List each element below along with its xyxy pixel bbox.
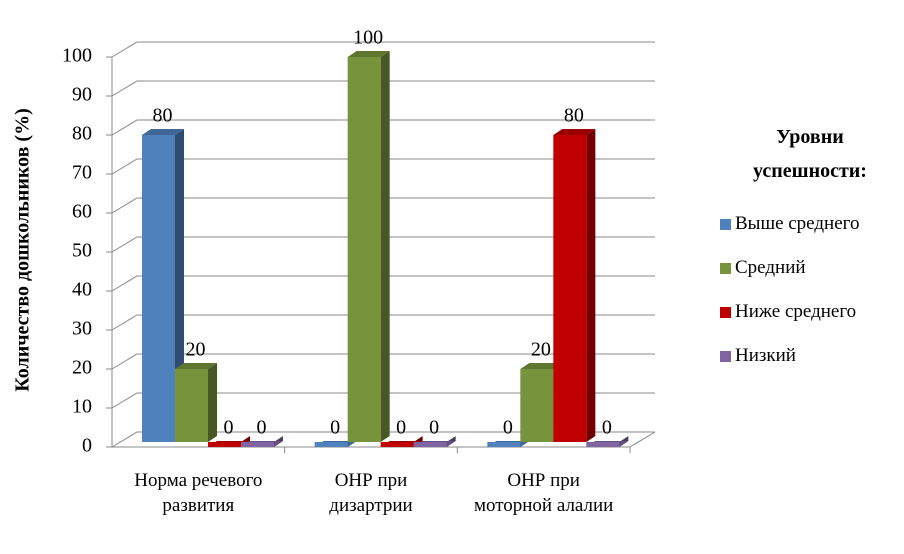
y-tick-label: 80 (72, 123, 92, 145)
legend-item: Низкий (720, 345, 796, 367)
data-label: 0 (503, 417, 513, 439)
bar (142, 135, 175, 442)
bar (241, 442, 274, 447)
grid-line (111, 353, 655, 370)
bar-top (175, 363, 217, 369)
y-tick-label: 50 (72, 240, 92, 262)
data-label: 0 (429, 417, 439, 439)
axis-line (629, 431, 656, 448)
bar (380, 442, 414, 447)
x-tick-label: Норма речевого развития (134, 470, 263, 516)
y-tick-label: 10 (72, 396, 92, 418)
data-label: 0 (257, 417, 267, 439)
data-label: 0 (602, 417, 612, 439)
x-tick-label: ОНР при моторной алалии (473, 470, 614, 516)
grid-line (111, 197, 655, 214)
legend-swatch (720, 350, 731, 362)
data-label: 0 (330, 417, 340, 439)
legend-item: Ниже среднего (720, 301, 856, 323)
data-label: 0 (224, 417, 234, 439)
bar-top (520, 363, 563, 369)
bar-side (586, 129, 596, 442)
bar (175, 369, 208, 442)
bar (520, 369, 554, 442)
grid-line (111, 392, 655, 409)
legend-title: Уровни успешности: (753, 126, 867, 182)
bar (487, 442, 521, 447)
legend-swatch (720, 218, 731, 230)
legend-swatch (720, 306, 731, 318)
y-tick-label: 0 (82, 435, 92, 457)
bar (347, 57, 381, 442)
y-tick-label: 90 (72, 84, 92, 106)
legend-label: Выше среднего (735, 213, 860, 234)
y-tick-label: 20 (72, 357, 92, 379)
y-tick-label: 60 (72, 201, 92, 223)
grid-line (111, 119, 655, 136)
legend-item: Выше среднего (720, 213, 859, 235)
data-label: 20 (186, 339, 206, 361)
y-tick-label: 30 (72, 318, 92, 340)
bar-side (208, 363, 217, 442)
x-tick-label: ОНР при дизартрии (329, 470, 413, 516)
legend-label: Средний (735, 257, 806, 278)
legend-swatch (720, 262, 731, 274)
legend-label: Ниже среднего (735, 301, 857, 322)
bar (586, 442, 620, 447)
bar-top (142, 129, 184, 135)
data-label: 20 (531, 339, 551, 361)
grid-line (111, 80, 655, 97)
bar-side (175, 129, 184, 442)
data-label: 80 (564, 105, 584, 127)
bar (208, 442, 241, 447)
grid-line (111, 314, 655, 331)
legend-label: Низкий (735, 345, 796, 366)
bar (413, 442, 447, 447)
grid-line (111, 431, 655, 448)
bar (553, 135, 587, 442)
legend-item: Средний (720, 257, 806, 279)
y-axis-label: Количество дошкольников (%) (12, 108, 34, 391)
y-tick-label: 70 (72, 162, 92, 184)
bar (314, 442, 348, 447)
data-label: 80 (153, 105, 173, 127)
data-label: 0 (396, 417, 406, 439)
data-label: 100 (353, 27, 383, 49)
grid-line (111, 41, 655, 58)
grid-line (111, 275, 655, 292)
y-tick-label: 40 (72, 279, 92, 301)
bar-side (380, 51, 390, 442)
bar-top (553, 129, 596, 135)
y-tick-label: 100 (62, 45, 92, 67)
grid-line (111, 158, 655, 175)
grid-line (111, 236, 655, 253)
bar-top (347, 51, 390, 57)
